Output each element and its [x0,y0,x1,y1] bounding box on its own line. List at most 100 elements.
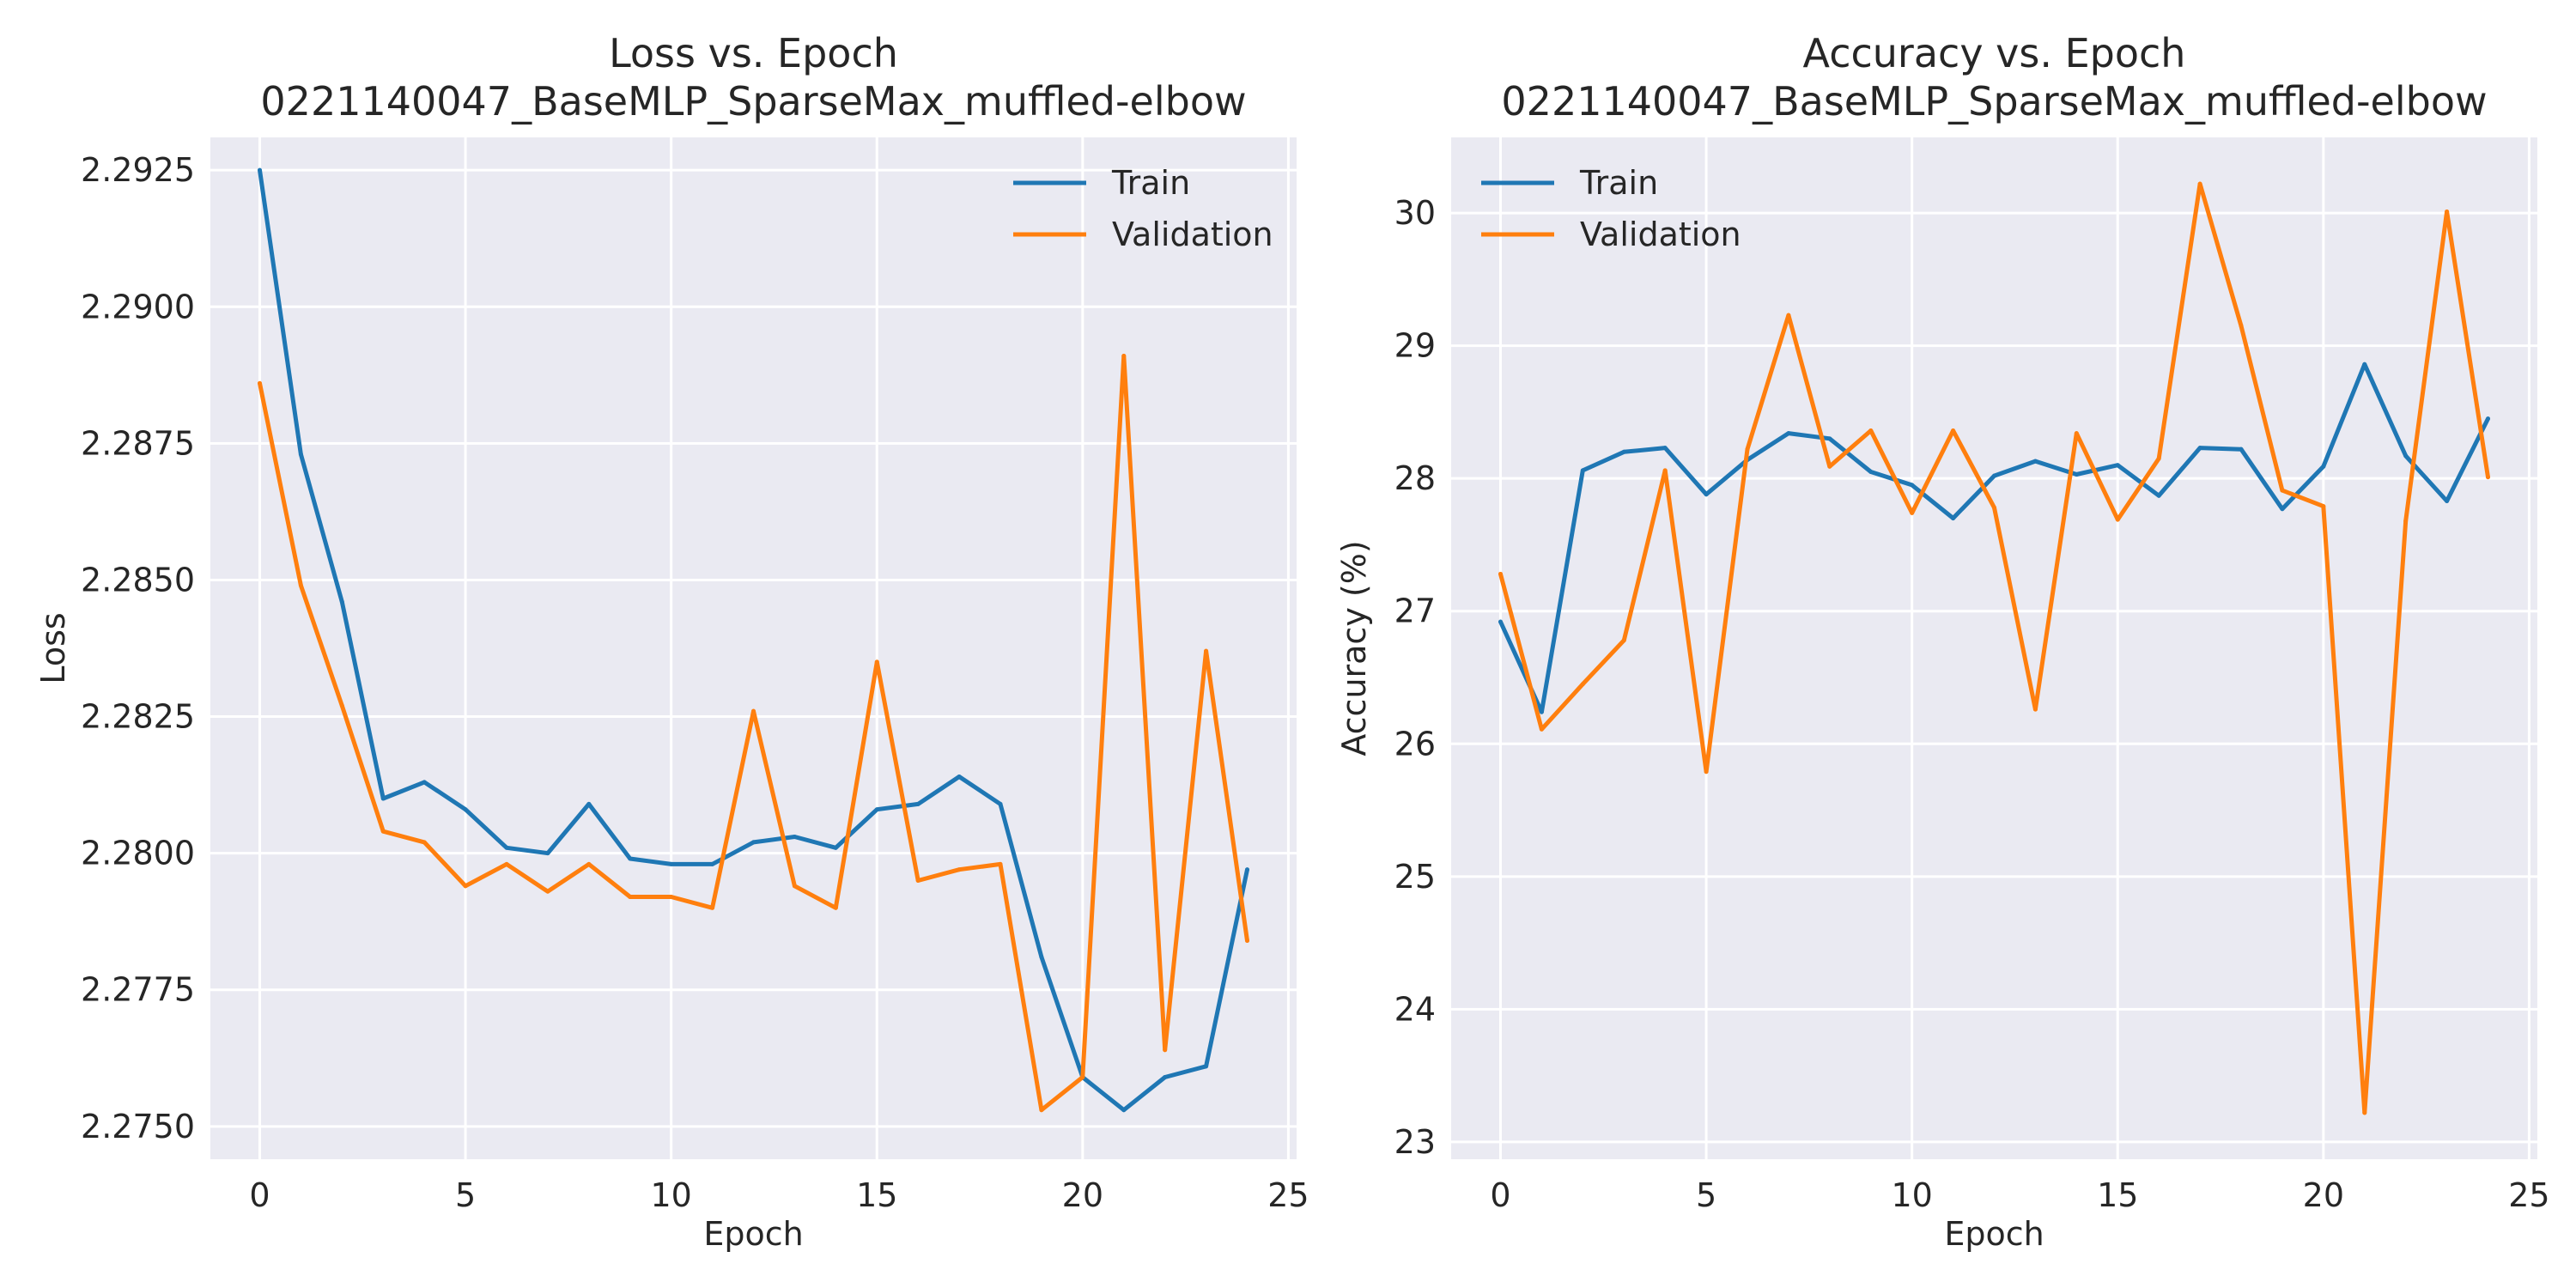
data-point-validation [504,861,509,866]
x-tick-label: 5 [455,1176,476,1214]
data-point-validation [915,878,920,883]
y-tick-label: 2.2775 [81,971,195,1009]
data-point-validation [2445,210,2450,215]
grid [210,137,1297,1159]
data-point-train [1539,709,1544,714]
data-point-validation [586,861,592,866]
data-point-validation [545,889,550,894]
data-point-train [545,851,550,856]
data-point-validation [1039,1108,1044,1113]
data-point-validation [1662,468,1668,473]
series-validation [258,354,1249,1113]
data-point-train [2486,416,2490,422]
chart-title: Accuracy vs. Epoch [1803,30,2186,76]
data-point-validation [1245,938,1249,943]
data-point-train [1245,867,1249,872]
data-point-validation [628,895,633,900]
data-point-train [669,861,674,866]
data-point-validation [1910,510,1915,515]
data-point-validation [422,840,427,845]
x-axis-label: Epoch [1944,1215,2044,1253]
data-point-train [504,845,509,850]
data-point-train [792,835,797,840]
data-point-validation [2321,504,2326,509]
data-point-train [957,775,962,780]
data-point-train [1498,619,1503,624]
data-point-validation [2115,517,2120,522]
chart-subtitle: 0221140047_BaseMLP_SparseMax_muffled-elb… [1501,78,2487,125]
data-point-validation [1745,447,1750,452]
data-point-validation [1621,638,1626,643]
x-tick-label: 0 [249,1176,270,1214]
data-point-validation [710,905,715,910]
data-point-train [2445,498,2450,503]
legend-label-train: Train [1579,164,1658,202]
data-point-validation [1868,428,1874,434]
data-point-validation [2403,519,2409,524]
data-point-validation [1204,648,1209,653]
data-point-train [2156,493,2161,498]
data-point-train [1163,1075,1168,1080]
grid [1451,137,2537,1159]
data-point-train [1951,516,1956,521]
data-point-validation [1163,1048,1168,1053]
data-point-train [2280,507,2285,512]
data-point-validation [833,905,838,910]
data-point-validation [2280,488,2285,493]
x-tick-label: 15 [856,1176,897,1214]
y-tick-label: 26 [1394,725,1436,762]
data-point-train [1827,436,1832,441]
data-point-train [422,780,427,785]
data-point-train [2074,472,2079,477]
x-tick-label: 20 [2303,1176,2344,1214]
plot-area [210,137,1297,1159]
data-point-validation [998,861,1003,866]
data-point-validation [1498,571,1503,576]
data-point-train [1786,431,1791,436]
data-point-validation [2156,456,2161,461]
data-point-validation [874,659,879,665]
data-point-validation [1786,313,1791,318]
data-point-validation [1080,1075,1085,1080]
data-point-validation [792,884,797,889]
y-axis-label: Loss [34,612,72,683]
data-point-train [1868,469,1874,474]
y-tick-label: 2.2925 [81,151,195,189]
data-point-validation [2074,431,2079,436]
data-point-validation [1827,464,1832,469]
chart-panel-accuracy: 0 5 10 15 20 25 23 24 25 26 27 28 29 30 Accuracy vs. E… [1335,30,2550,1253]
x-tick-label: 25 [1267,1176,1309,1214]
data-point-train [751,840,756,845]
data-point-train [2197,446,2202,451]
x-axis-label: Epoch [703,1215,803,1253]
data-point-train [1204,1064,1209,1069]
data-point-train [380,796,386,801]
y-tick-label: 25 [1394,858,1436,896]
data-point-train [1704,492,1709,497]
x-tick-label: 5 [1696,1176,1716,1214]
legend: Train Validation [1013,164,1273,253]
legend: Train Validation [1481,164,1741,253]
chart-panel-loss: 0 5 10 15 20 25 2.2750 2.2775 2.2800 2.2825 2.2850… [34,30,1309,1253]
y-tick-label: 2.2825 [81,698,195,736]
x-tick-label: 10 [1891,1176,1932,1214]
data-point-validation [957,867,962,872]
data-point-train [258,167,262,173]
legend-label-validation: Validation [1580,216,1741,253]
data-point-validation [1704,769,1709,775]
data-point-validation [298,583,303,588]
data-point-train [463,807,468,812]
data-point-validation [380,829,386,834]
y-tick-label: 30 [1394,194,1436,232]
y-axis-label: Accuracy (%) [1335,540,1373,756]
y-tick-label: 2.2850 [81,561,195,598]
data-point-train [586,801,592,806]
data-point-validation [2032,707,2038,712]
legend-label-train: Train [1111,164,1190,202]
data-point-train [833,845,838,850]
x-tick-label: 10 [650,1176,691,1214]
chart-subtitle: 0221140047_BaseMLP_SparseMax_muffled-elb… [260,78,1246,125]
data-point-validation [1580,682,1585,687]
data-point-train [1910,483,1915,488]
